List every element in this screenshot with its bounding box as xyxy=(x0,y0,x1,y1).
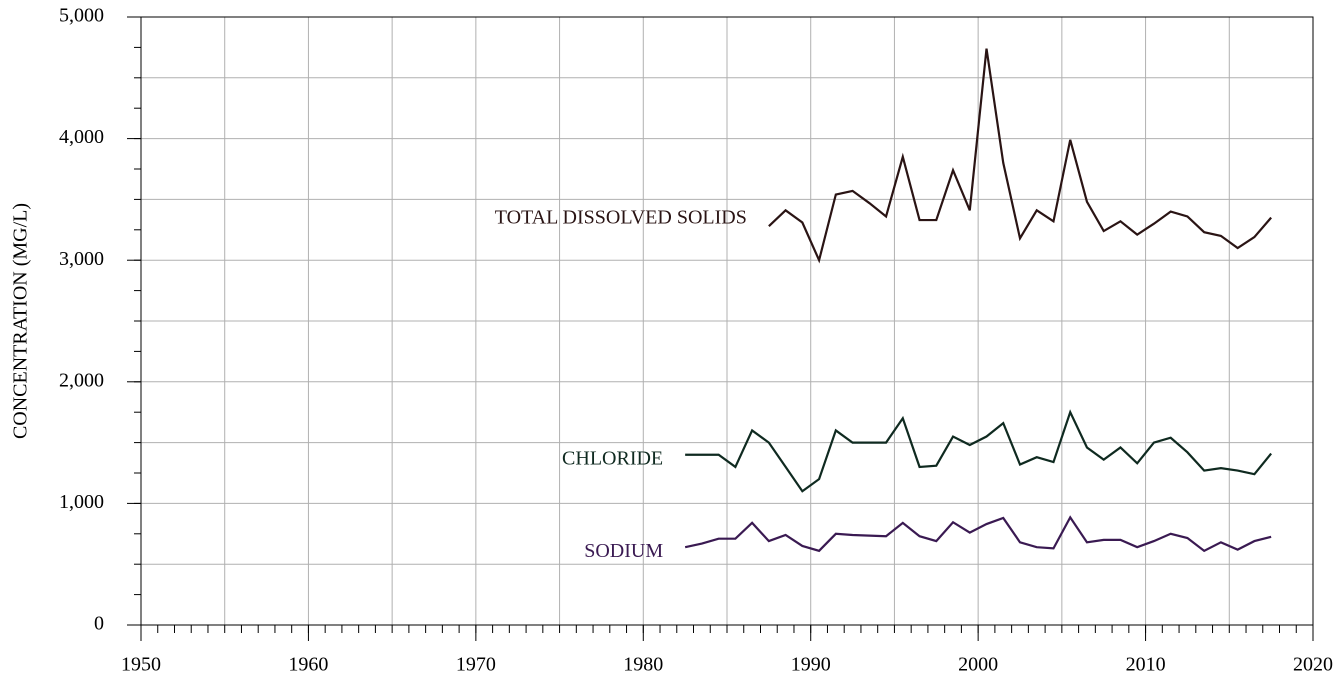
y-tick-label: 0 xyxy=(94,613,104,635)
y-tick-label: 4,000 xyxy=(59,126,104,148)
x-tick-label: 1950 xyxy=(121,654,161,676)
y-axis-label: CONCENTRATION (MG/L) xyxy=(10,203,32,439)
y-tick-label: 5,000 xyxy=(59,5,104,27)
x-tick-label: 2010 xyxy=(1126,654,1166,676)
x-tick-label: 1980 xyxy=(623,654,663,676)
x-tick-label: 2000 xyxy=(958,654,998,676)
y-tick-label: 3,000 xyxy=(59,248,104,270)
x-tick-label: 1990 xyxy=(791,654,831,676)
x-tick-label: 1970 xyxy=(456,654,496,676)
series-label: TOTAL DISSOLVED SOLIDS xyxy=(495,207,747,229)
series-label: SODIUM xyxy=(584,540,663,562)
y-tick-label: 2,000 xyxy=(59,369,104,391)
x-tick-label: 1960 xyxy=(288,654,328,676)
y-tick-label: 1,000 xyxy=(59,491,104,513)
data-line xyxy=(768,48,1272,264)
series-label: CHLORIDE xyxy=(562,447,663,469)
data-line xyxy=(684,515,1272,553)
x-tick-label: 2020 xyxy=(1293,654,1333,676)
plot-frame xyxy=(140,16,1314,626)
data-line xyxy=(685,409,1272,493)
